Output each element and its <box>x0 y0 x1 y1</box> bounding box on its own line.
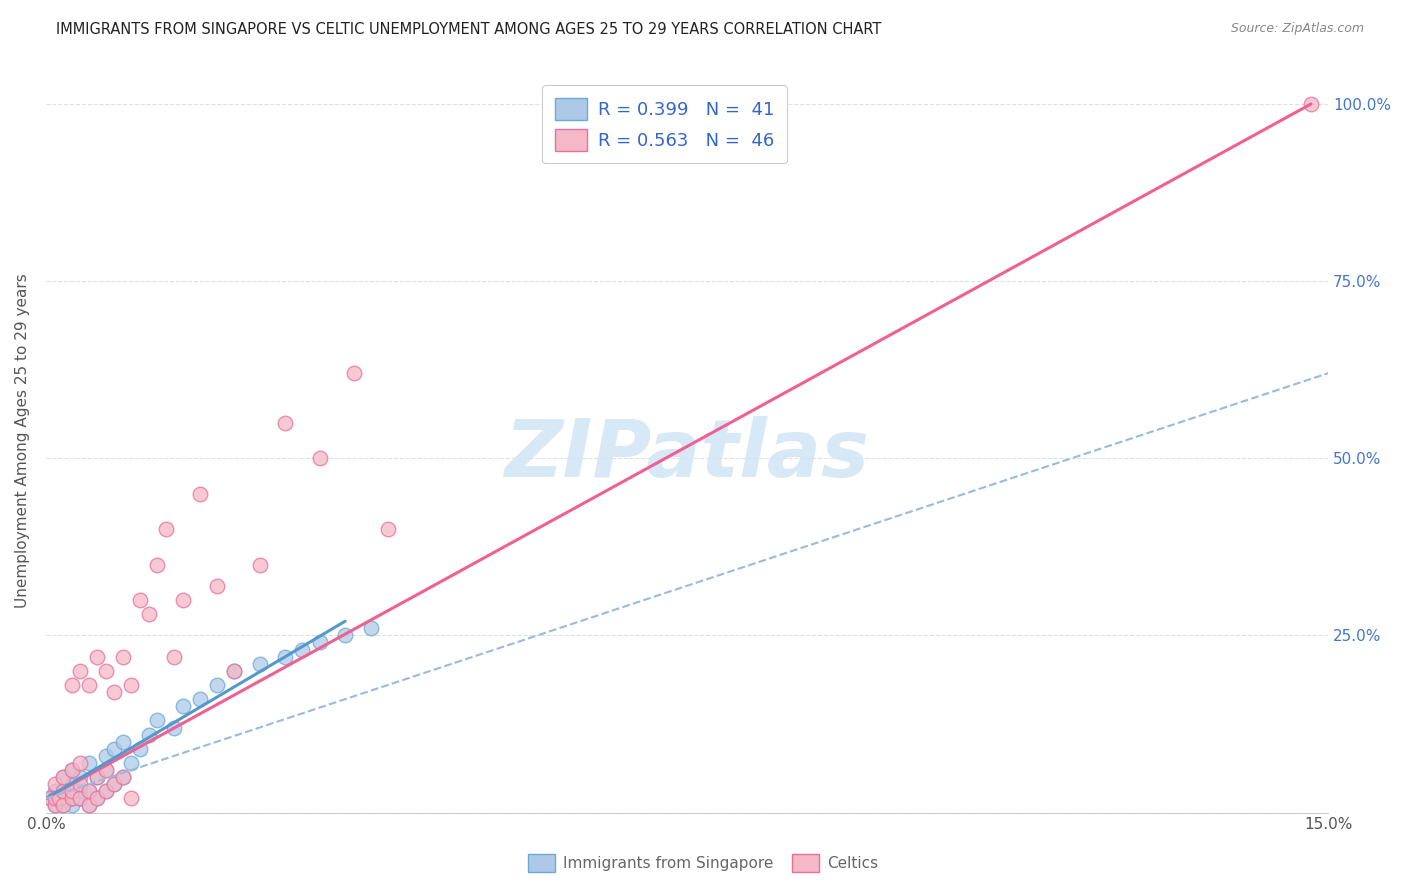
Point <box>222 664 245 678</box>
Point <box>94 784 117 798</box>
Point <box>94 748 117 763</box>
Point <box>129 741 152 756</box>
Point <box>77 756 100 770</box>
Point <box>60 678 83 692</box>
Point <box>69 791 91 805</box>
Point <box>52 784 75 798</box>
Point <box>60 798 83 813</box>
Point <box>39 791 62 805</box>
Point <box>86 770 108 784</box>
Point <box>146 714 169 728</box>
Point <box>86 791 108 805</box>
Point <box>333 628 356 642</box>
Text: IMMIGRANTS FROM SINGAPORE VS CELTIC UNEMPLOYMENT AMONG AGES 25 TO 29 YEARS CORRE: IMMIGRANTS FROM SINGAPORE VS CELTIC UNEM… <box>56 22 882 37</box>
Point <box>172 593 194 607</box>
Point <box>103 741 125 756</box>
Point <box>48 791 70 805</box>
Y-axis label: Unemployment Among Ages 25 to 29 years: Unemployment Among Ages 25 to 29 years <box>15 273 30 608</box>
Point <box>60 763 83 777</box>
Point <box>103 777 125 791</box>
Point <box>86 791 108 805</box>
Point <box>44 798 66 813</box>
Point <box>94 784 117 798</box>
Point <box>155 522 177 536</box>
Point <box>52 770 75 784</box>
Point <box>44 798 66 813</box>
Point <box>69 756 91 770</box>
Point <box>120 791 142 805</box>
Point <box>188 486 211 500</box>
Point <box>60 777 83 791</box>
Point <box>360 621 382 635</box>
Point <box>163 721 186 735</box>
Point <box>60 791 83 805</box>
Point <box>120 678 142 692</box>
Point <box>77 678 100 692</box>
Point <box>249 558 271 572</box>
Point <box>44 791 66 805</box>
Point <box>103 777 125 791</box>
Point <box>52 798 75 813</box>
Point <box>86 649 108 664</box>
Point <box>1299 97 1322 112</box>
Point <box>52 770 75 784</box>
Point <box>343 366 366 380</box>
Point <box>377 522 399 536</box>
Point <box>94 763 117 777</box>
Point <box>52 784 75 798</box>
Point <box>146 558 169 572</box>
Point <box>77 784 100 798</box>
Point <box>308 635 330 649</box>
Point <box>103 685 125 699</box>
Point <box>163 649 186 664</box>
Point <box>111 734 134 748</box>
Point <box>111 770 134 784</box>
Point <box>44 784 66 798</box>
Point <box>60 784 83 798</box>
Point <box>111 770 134 784</box>
Legend: R = 0.399   N =  41, R = 0.563   N =  46: R = 0.399 N = 41, R = 0.563 N = 46 <box>543 85 787 163</box>
Point <box>77 798 100 813</box>
Point <box>69 770 91 784</box>
Point <box>222 664 245 678</box>
Point <box>69 791 91 805</box>
Point <box>48 791 70 805</box>
Point <box>111 649 134 664</box>
Text: ZIPatlas: ZIPatlas <box>505 417 869 494</box>
Point <box>52 798 75 813</box>
Legend: Immigrants from Singapore, Celtics: Immigrants from Singapore, Celtics <box>520 846 886 880</box>
Point <box>94 763 117 777</box>
Point <box>44 777 66 791</box>
Point <box>205 579 228 593</box>
Point <box>60 791 83 805</box>
Point <box>77 784 100 798</box>
Point <box>249 657 271 671</box>
Point <box>77 798 100 813</box>
Point <box>138 607 160 621</box>
Text: Source: ZipAtlas.com: Source: ZipAtlas.com <box>1230 22 1364 36</box>
Point <box>138 728 160 742</box>
Point <box>205 678 228 692</box>
Point <box>120 756 142 770</box>
Point <box>274 649 297 664</box>
Point <box>60 763 83 777</box>
Point <box>291 642 314 657</box>
Point <box>308 451 330 466</box>
Point <box>69 777 91 791</box>
Point <box>69 664 91 678</box>
Point <box>86 770 108 784</box>
Point <box>94 664 117 678</box>
Point <box>39 791 62 805</box>
Point <box>172 699 194 714</box>
Point <box>274 416 297 430</box>
Point <box>129 593 152 607</box>
Point <box>69 784 91 798</box>
Point <box>188 692 211 706</box>
